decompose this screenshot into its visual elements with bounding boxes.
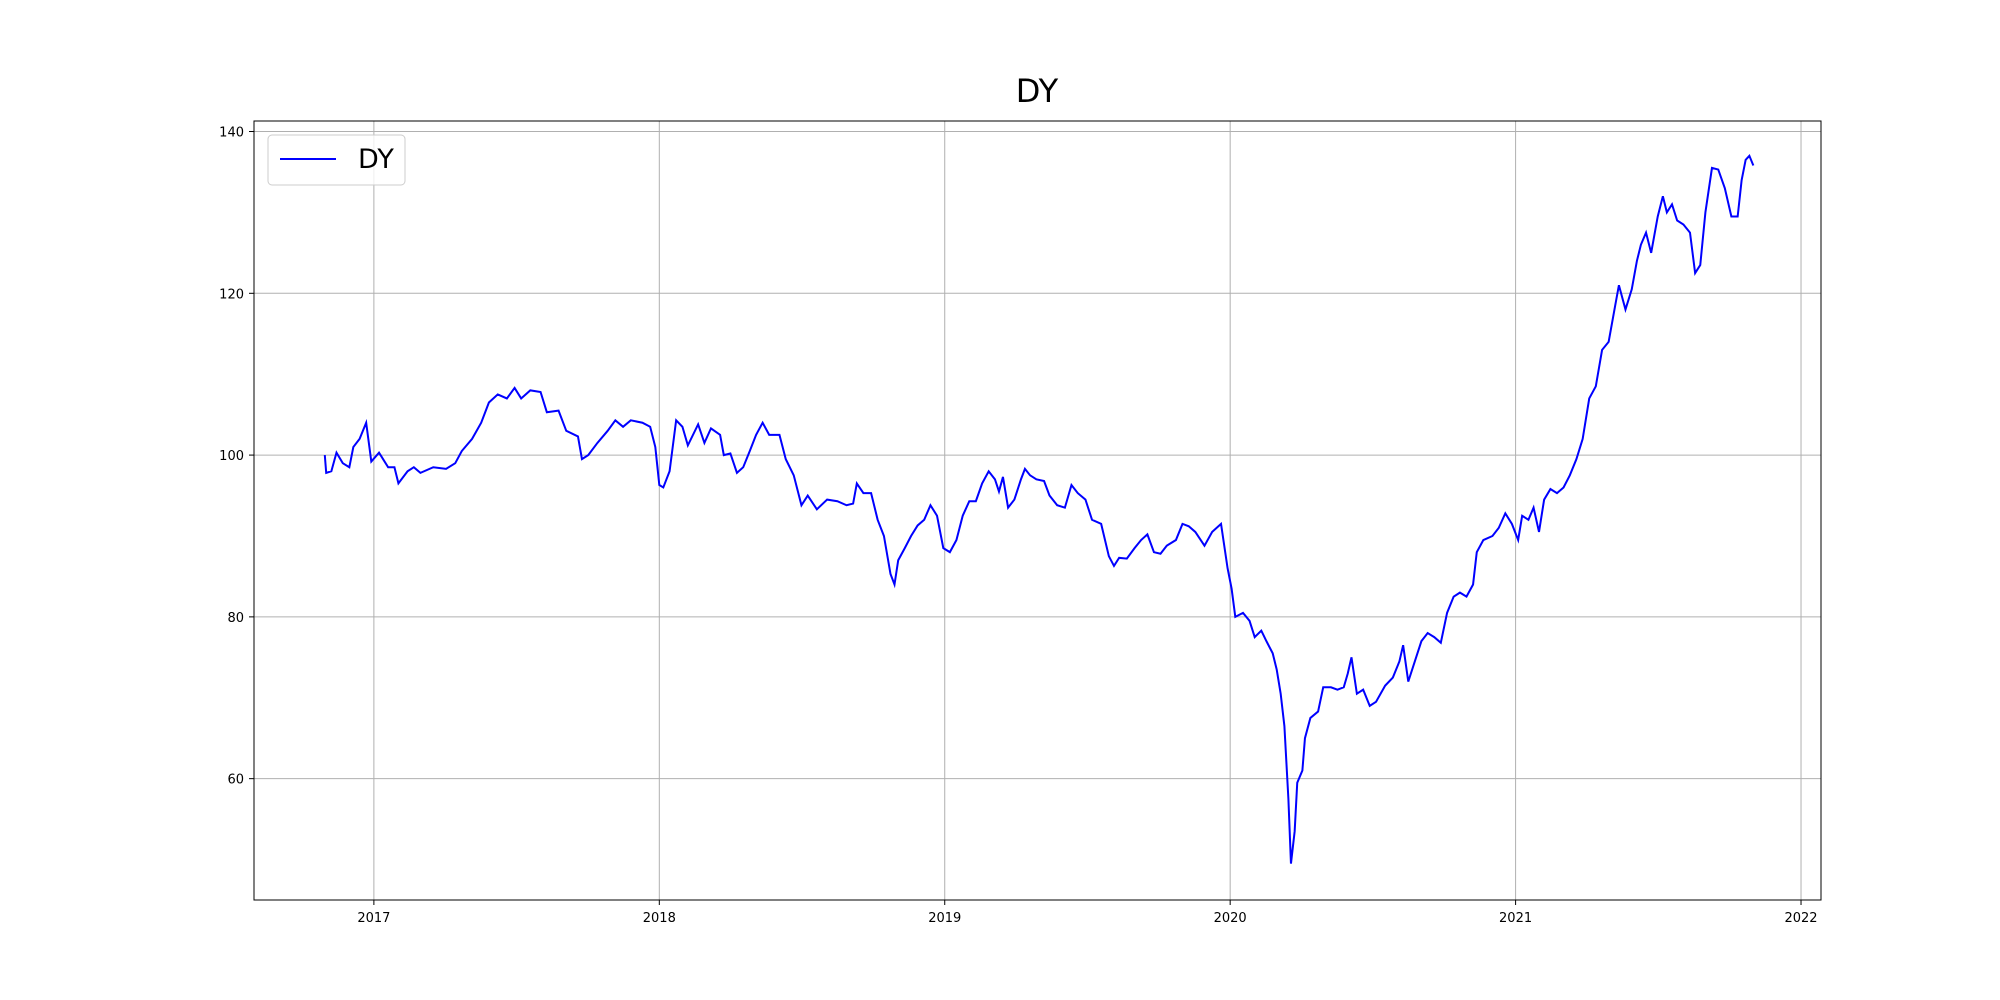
- y-tick-label: 80: [227, 611, 244, 626]
- legend-label: DY: [358, 144, 394, 175]
- legend: DY: [267, 134, 406, 186]
- data-line: [323, 153, 1755, 864]
- x-tick-label: 2017: [357, 911, 390, 926]
- x-tick-label: 2019: [928, 911, 961, 926]
- x-tick-label: 2021: [1499, 911, 1532, 926]
- legend-box: [267, 134, 406, 186]
- plot-frame: [253, 120, 1822, 901]
- y-tick-label: 120: [219, 287, 244, 302]
- x-tick-label: 2018: [643, 911, 676, 926]
- y-tick-label: 140: [219, 126, 244, 141]
- y-tick-label: 60: [227, 773, 244, 788]
- y-tick-label: 100: [219, 449, 244, 464]
- x-tick-label: 2022: [1784, 911, 1817, 926]
- x-tick-label: 2020: [1214, 911, 1247, 926]
- chart-title: DY: [1016, 72, 1059, 110]
